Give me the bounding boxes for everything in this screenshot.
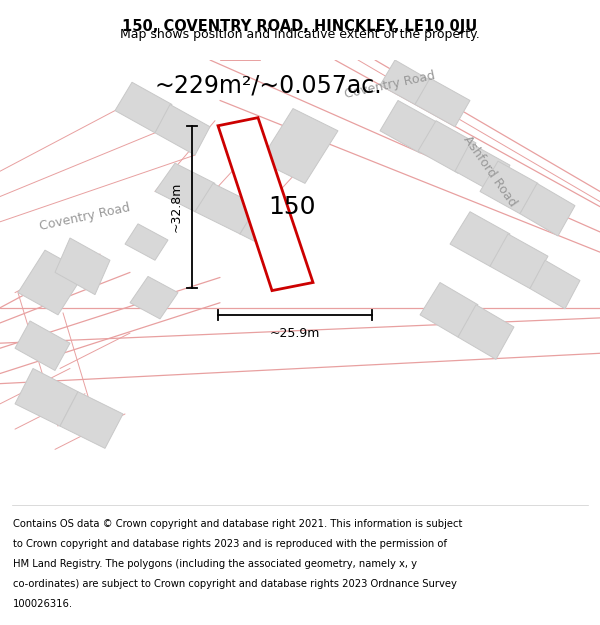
Text: Coventry Road: Coventry Road xyxy=(38,201,131,232)
Polygon shape xyxy=(380,101,438,153)
Text: Coventry Road: Coventry Road xyxy=(343,69,437,101)
Polygon shape xyxy=(130,276,178,319)
Polygon shape xyxy=(155,163,215,212)
Text: 150: 150 xyxy=(268,194,316,219)
Polygon shape xyxy=(0,191,600,384)
Polygon shape xyxy=(450,212,510,266)
Text: ~229m²/~0.057ac.: ~229m²/~0.057ac. xyxy=(154,73,382,98)
Polygon shape xyxy=(55,238,110,294)
Text: Map shows position and indicative extent of the property.: Map shows position and indicative extent… xyxy=(120,28,480,41)
Text: 100026316.: 100026316. xyxy=(13,599,73,609)
Text: ~25.9m: ~25.9m xyxy=(270,327,320,339)
Polygon shape xyxy=(480,161,538,214)
Text: 150, COVENTRY ROAD, HINCKLEY, LE10 0JU: 150, COVENTRY ROAD, HINCKLEY, LE10 0JU xyxy=(122,19,478,34)
Polygon shape xyxy=(415,78,470,127)
Polygon shape xyxy=(155,104,210,155)
Polygon shape xyxy=(458,305,514,359)
Polygon shape xyxy=(18,250,85,315)
Polygon shape xyxy=(380,60,430,104)
Polygon shape xyxy=(520,183,575,236)
Polygon shape xyxy=(490,234,548,289)
Polygon shape xyxy=(530,260,580,309)
Polygon shape xyxy=(115,82,172,133)
Polygon shape xyxy=(260,109,338,183)
Polygon shape xyxy=(420,282,478,337)
Polygon shape xyxy=(15,369,78,426)
Text: to Crown copyright and database rights 2023 and is reproduced with the permissio: to Crown copyright and database rights 2… xyxy=(13,539,447,549)
Text: Contains OS data © Crown copyright and database right 2021. This information is : Contains OS data © Crown copyright and d… xyxy=(13,519,463,529)
Polygon shape xyxy=(15,321,70,371)
Text: co-ordinates) are subject to Crown copyright and database rights 2023 Ordnance S: co-ordinates) are subject to Crown copyr… xyxy=(13,579,457,589)
Polygon shape xyxy=(455,143,510,194)
Text: Ashford Road: Ashford Road xyxy=(461,133,519,209)
Polygon shape xyxy=(418,121,476,173)
Polygon shape xyxy=(240,208,296,254)
Polygon shape xyxy=(210,106,370,171)
Polygon shape xyxy=(60,392,123,448)
Text: HM Land Registry. The polygons (including the associated geometry, namely x, y: HM Land Registry. The polygons (includin… xyxy=(13,559,417,569)
Polygon shape xyxy=(195,183,258,234)
Text: ~32.8m: ~32.8m xyxy=(170,181,182,232)
Polygon shape xyxy=(125,224,168,260)
Polygon shape xyxy=(330,60,600,247)
Polygon shape xyxy=(218,118,313,291)
